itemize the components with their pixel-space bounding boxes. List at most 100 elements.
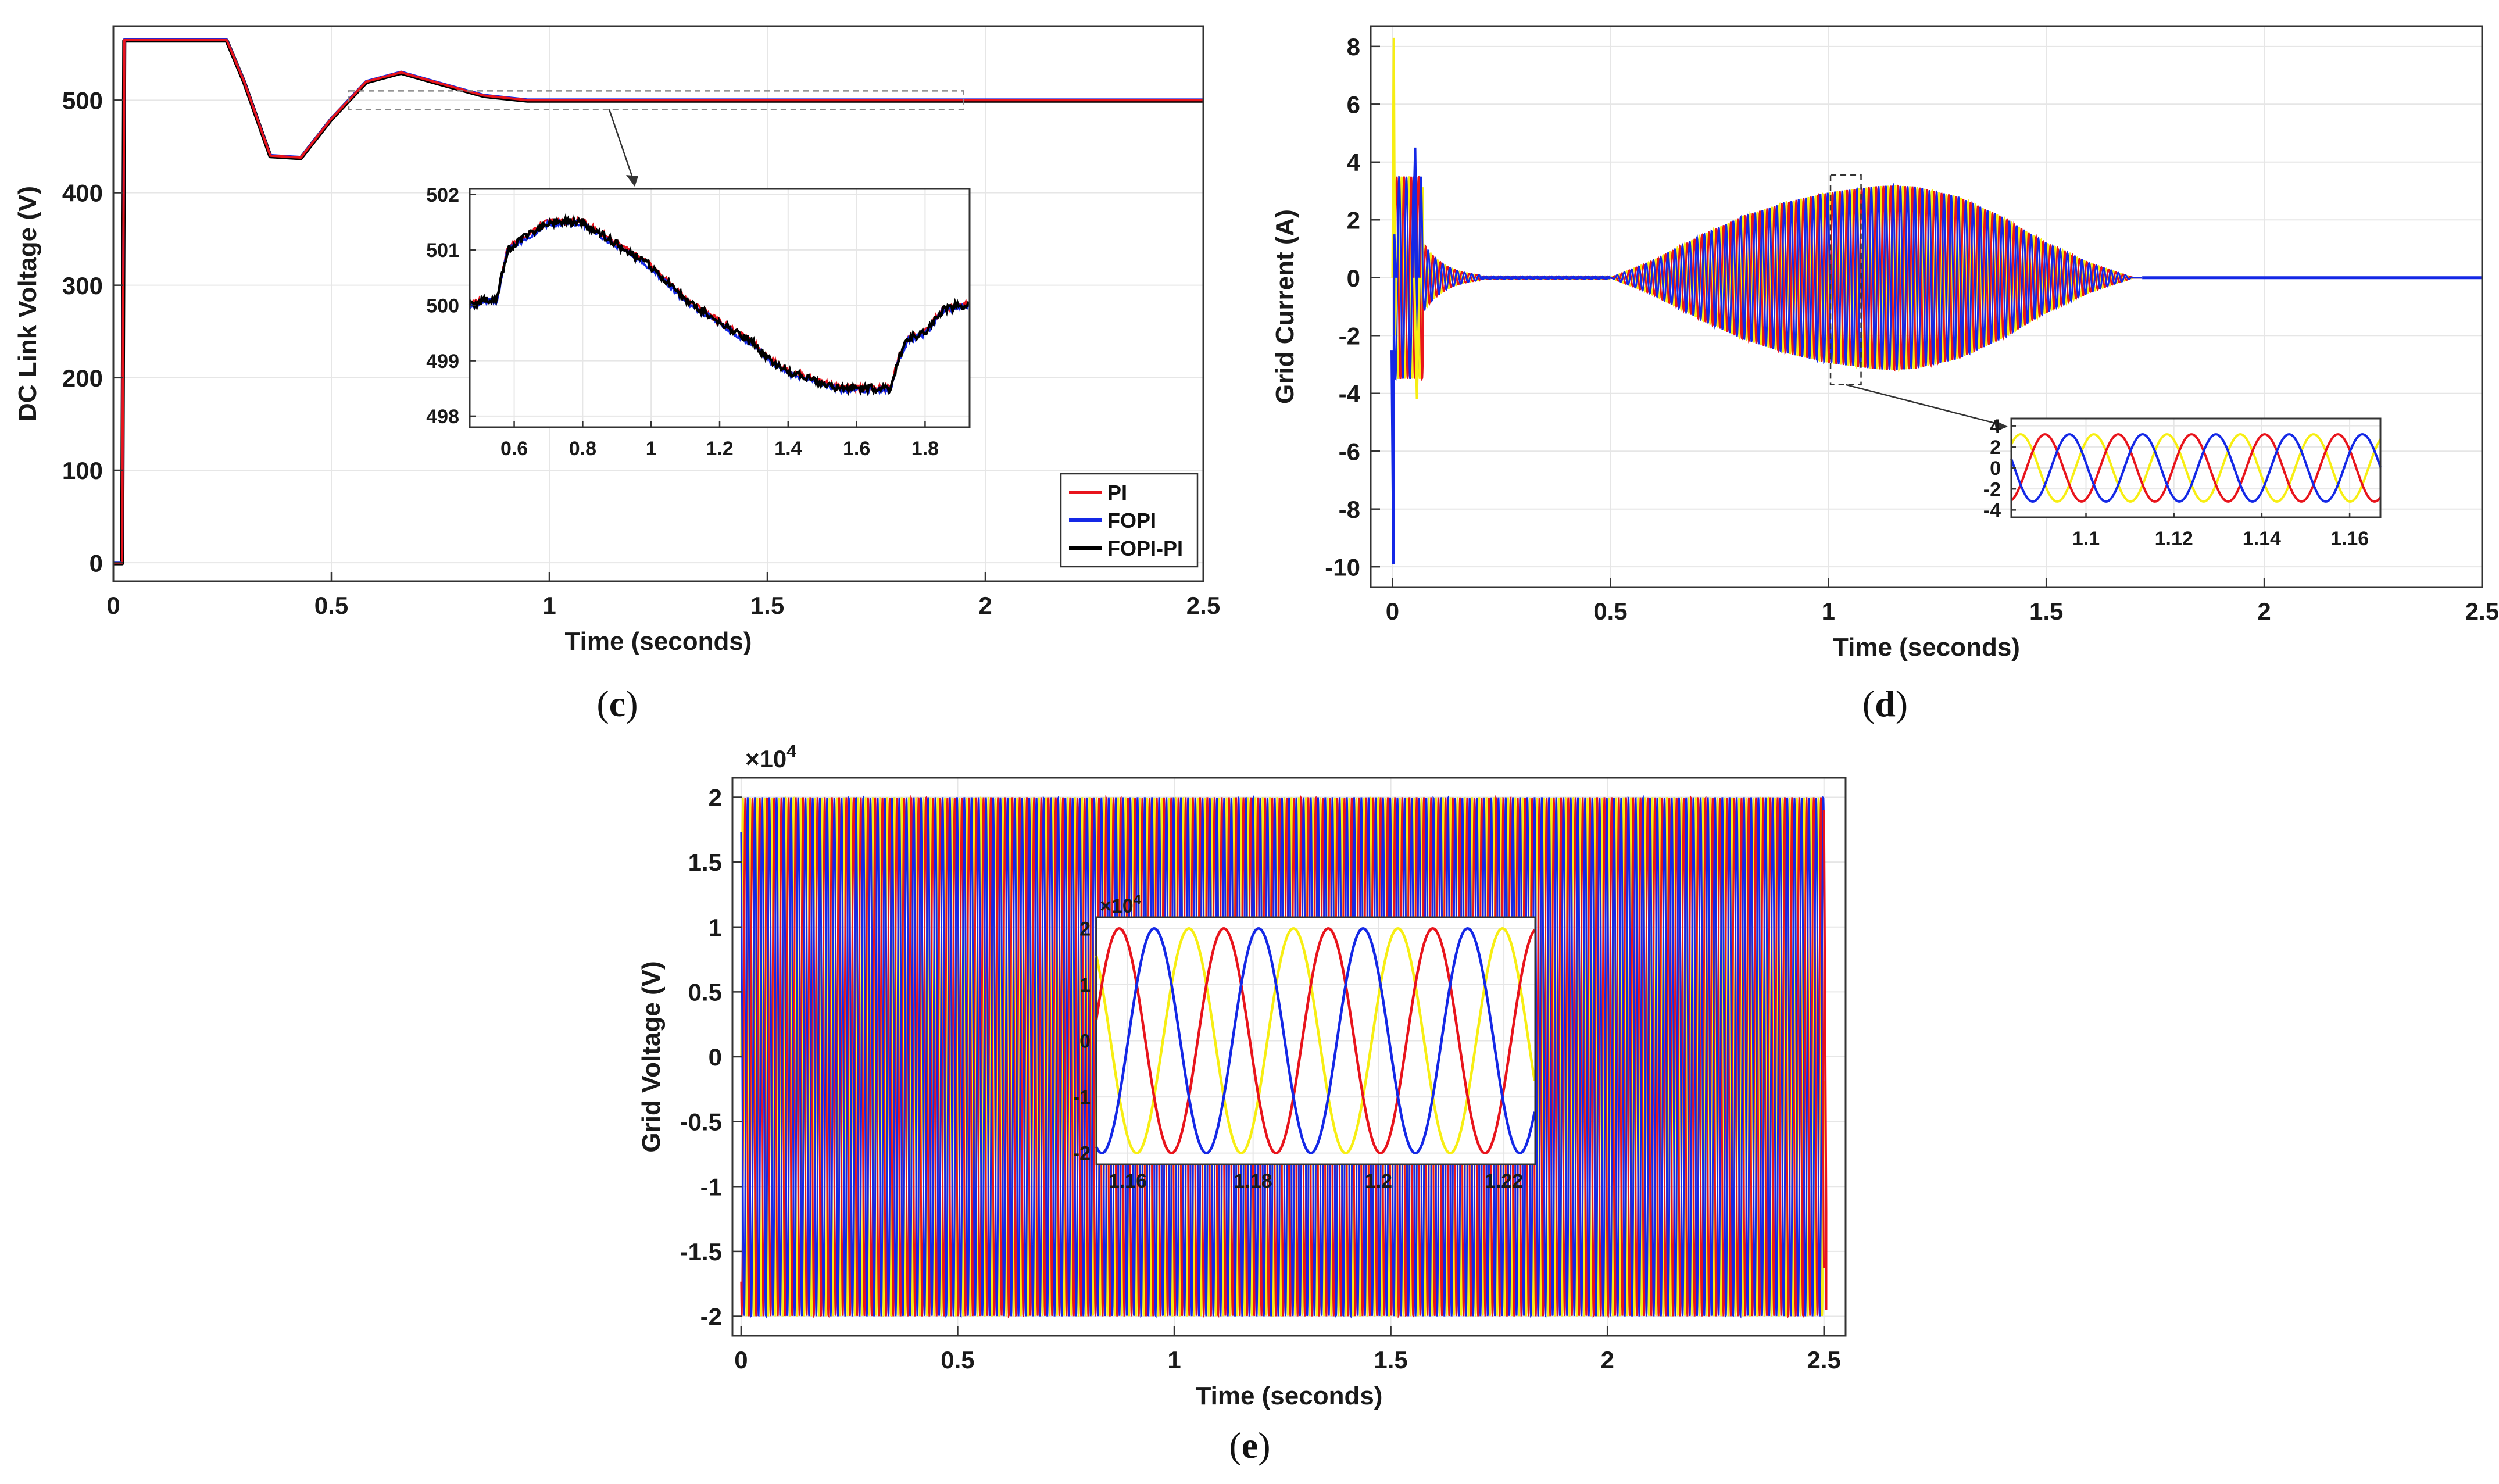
e-xtick-label-3: 1.5 [1374,1346,1407,1374]
e-inset-xtick-label-3: 1.22 [1485,1170,1523,1192]
c-xtick-label-5: 2.5 [1186,592,1220,619]
e-xlabel: Time (seconds) [1196,1382,1383,1410]
d-ytick-label-8: 6 [1347,91,1360,118]
e-end-mark [1822,810,1828,1310]
e-xtick-label-1: 0.5 [941,1346,974,1374]
c-inset-xtick-label-0: 0.6 [500,438,528,460]
chart-c: 0 0.5 1 1.5 2 2.5 0 100 200 300 400 500 Time (second… [13,25,1220,724]
e-ytick-label-7: 1.5 [688,849,722,876]
c-xtick-label-1: 0.5 [314,592,348,619]
e-xtick-label-2: 1 [1167,1346,1181,1374]
e-ytick-label-0: -2 [700,1303,722,1331]
e-inset-ytick-label-3: 1 [1079,974,1091,996]
c-ylabel: DC Link Voltage (V) [13,186,42,421]
d-xlabel: Time (seconds) [1833,633,2020,661]
d-zoom-box [1829,174,1862,386]
e-xtick-label-5: 2.5 [1807,1346,1841,1374]
c-ytick-label-3: 300 [62,272,103,299]
e-inset-exponent-label: ×104 [1100,892,1142,917]
c-ytick-label-0: 0 [90,549,103,577]
e-inset-ytick-label-1: -1 [1073,1086,1091,1108]
d-inset-ytick-label-3: 2 [1990,437,2001,459]
e-ytick-label-8: 2 [709,784,722,811]
c-xtick-label-0: 0 [106,592,120,619]
d-ytick-label-9: 8 [1347,33,1360,60]
chart-e: 0 0.5 1 1.5 2 2.5 -2 -1.5 -1 -0.5 0 0.5 1 1.5 2 Time (s… [637,742,1847,1466]
c-series-pi [113,38,1203,564]
d-spike-c [1390,234,1397,564]
e-ylabel: Grid Voltage (V) [637,961,666,1152]
c-inset-ytick-label-4: 502 [426,184,459,206]
c-inset-xtick-label-4: 1.4 [774,438,802,460]
c-zoom-connector [608,109,636,185]
d-inset-wave-c [2010,433,2382,503]
e-ytick-label-2: -1 [700,1173,722,1200]
d-xtick-label-1: 0.5 [1593,598,1627,625]
e-panel-label: (e) [1229,1425,1270,1466]
e-inset-ytick-label-0: -2 [1073,1143,1091,1165]
e-xtick-label-0: 0 [734,1346,748,1374]
c-inset-ytick-label-0: 498 [426,406,459,428]
e-inset-wave-b [1095,927,1536,1154]
c-xtick-label-4: 2 [978,592,992,619]
e-wave-c [740,795,1825,1319]
c-xlabel: Time (seconds) [565,627,752,656]
e-inset-xtick-label-2: 1.2 [1365,1170,1392,1192]
d-ytick-label-7: 4 [1347,149,1361,176]
c-ytick-label-5: 500 [62,87,103,114]
e-ytick-label-3: -0.5 [680,1108,722,1136]
e-ytick-label-1: -1.5 [680,1238,722,1265]
d-ytick-label-0: -10 [1325,553,1360,581]
d-inset-wave-b [2010,433,2382,503]
d-inset-xtick-label-1: 1.12 [2155,528,2193,550]
c-xtick-label-3: 1.5 [750,592,784,619]
d-ytick-label-3: -4 [1339,380,1361,407]
d-ytick-label-6: 2 [1347,206,1360,234]
d-ylabel: Grid Current (A) [1271,209,1299,404]
d-inset-xtick-label-2: 1.14 [2243,528,2281,550]
c-inset-xtick-label-3: 1.2 [706,438,733,460]
c-inset-xtick-label-2: 1 [646,438,657,460]
d-panel-label: (d) [1862,683,1908,724]
c-axes-box [112,25,1204,582]
d-xtick-label-2: 1 [1822,598,1835,625]
c-zoom-box [348,90,964,110]
d-xtick-label-4: 2 [2257,598,2271,625]
c-inset-series-fopi-pi [468,213,971,398]
d-ytick-label-1: -8 [1339,496,1360,523]
d-inset-xtick-label-0: 1.1 [2072,528,2100,550]
e-exponent-label: ×104 [745,742,796,773]
e-wave-b [740,795,1825,1319]
d-inset-ytick-label-2: 0 [1990,457,2001,480]
d-inset-ytick-label-4: 4 [1990,416,2001,438]
e-xtick-label-4: 2 [1600,1346,1614,1374]
d-spike-a2 [1413,277,1421,399]
d-xtick-label-5: 2.5 [2465,598,2499,625]
c-inset-ytick-label-3: 501 [426,239,459,262]
c-inset-xtick-label-6: 1.8 [911,438,939,460]
e-inset-xtick-label-0: 1.16 [1109,1170,1147,1192]
c-legend-label-fopi-pi: FOPI-PI [1107,537,1183,560]
e-inset-ytick-label-2: 0 [1079,1031,1091,1053]
c-legend-label-fopi: FOPI [1107,509,1156,532]
c-inset-xtick-label-5: 1.6 [843,438,870,460]
c-zoom-arrowhead [626,175,638,187]
d-zoom-connector [1845,384,2005,427]
d-inset-ytick-label-0: -4 [1983,500,2001,522]
e-inset-xtick-label-1: 1.18 [1234,1170,1272,1192]
d-inset-xtick-label-3: 1.16 [2330,528,2369,550]
d-xtick-label-0: 0 [1386,598,1399,625]
e-ytick-label-6: 1 [709,914,722,941]
c-legend-label-pi: PI [1107,481,1127,505]
c-panel-label: (c) [596,683,638,724]
e-inset-wave-a [1095,927,1536,1154]
d-inset-ytick-label-1: -2 [1983,478,2001,500]
c-ytick-label-1: 100 [62,457,103,484]
d-ytick-label-2: -6 [1339,438,1360,465]
c-ytick-label-2: 200 [62,364,103,392]
c-inset-ytick-label-2: 500 [426,295,459,317]
d-wave-c [1610,183,2142,371]
d-inset-wave-a [2010,433,2382,503]
